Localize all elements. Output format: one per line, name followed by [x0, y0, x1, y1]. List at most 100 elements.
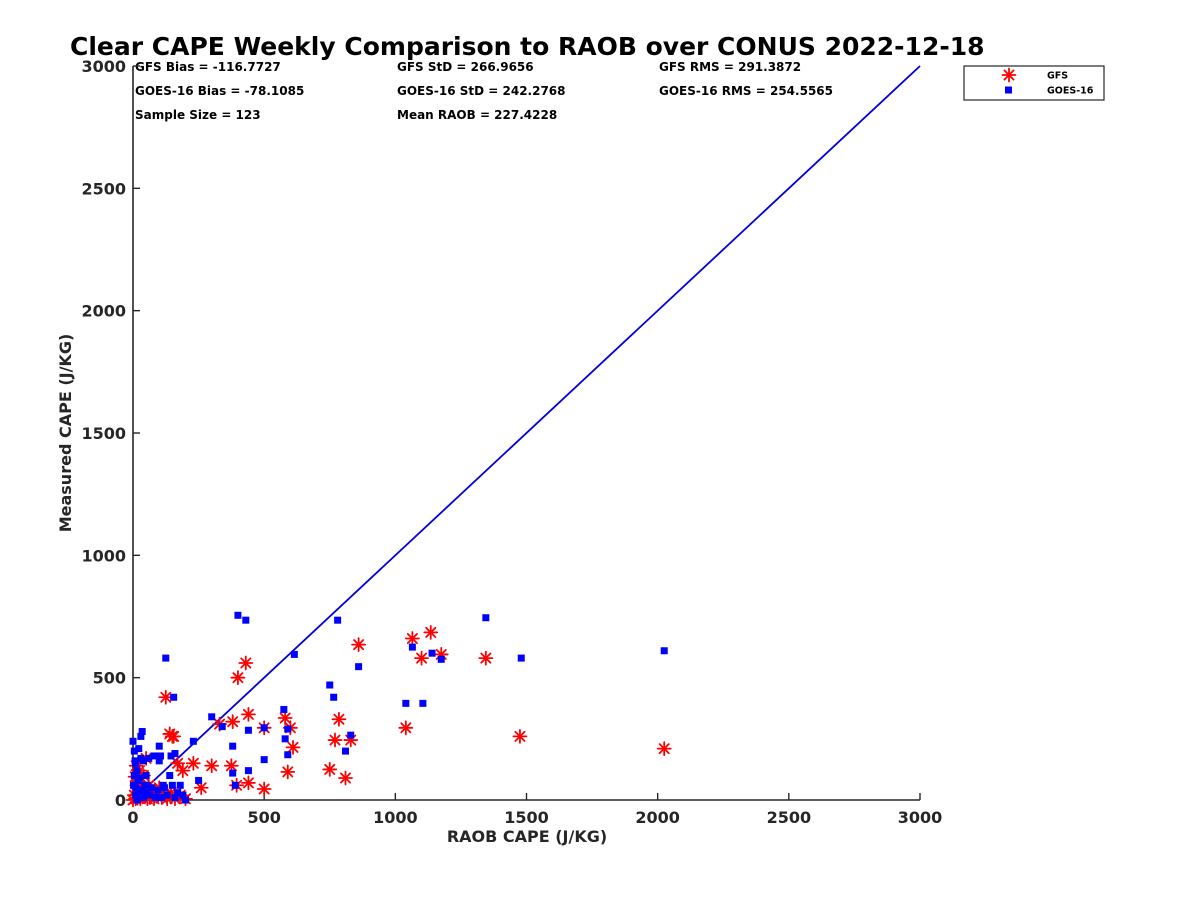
- goes16-point: [341, 747, 349, 755]
- x-tick-label: 1000: [373, 808, 418, 827]
- y-tick-label: 500: [93, 669, 126, 688]
- goes16-point: [284, 751, 292, 759]
- y-tick-label: 3000: [81, 57, 126, 76]
- goes16-point: [260, 756, 268, 764]
- gfs-point: [230, 670, 246, 686]
- gfs-point: [327, 732, 343, 748]
- goes16-point: [133, 767, 141, 775]
- stat-text: GOES-16 StD = 242.2768: [397, 84, 566, 98]
- x-tick-label: 0: [127, 808, 138, 827]
- stat-text: Sample Size = 123: [135, 108, 261, 122]
- goes16-point: [136, 774, 144, 782]
- x-tick-label: 500: [247, 808, 280, 827]
- series-goes-16: [129, 611, 668, 804]
- goes16-point: [154, 786, 162, 794]
- goes16-point: [402, 699, 410, 707]
- goes16-point: [155, 742, 163, 750]
- gfs-point: [404, 631, 420, 646]
- legend-box: [963, 65, 1105, 101]
- x-tick-label: 2500: [767, 808, 812, 827]
- goes16-point: [179, 791, 187, 799]
- goes16-point: [146, 791, 154, 799]
- legend-label: GOES-16: [1047, 86, 1094, 97]
- goes16-point: [244, 726, 252, 734]
- gfs-point: [280, 764, 296, 780]
- goes16-point: [234, 611, 242, 619]
- gfs-point: [185, 755, 201, 771]
- goes16-point: [132, 759, 140, 767]
- goes16-point: [334, 616, 342, 624]
- gfs-point: [223, 758, 239, 774]
- stat-text: GOES-16 RMS = 254.5565: [659, 84, 833, 98]
- y-tick-label: 2500: [81, 179, 126, 198]
- goes16-point: [139, 794, 147, 802]
- goes16-point: [660, 647, 668, 655]
- goes16-point: [218, 723, 226, 731]
- goes16-point: [244, 767, 252, 775]
- gfs-point: [414, 650, 429, 666]
- gfs-point: [351, 637, 367, 653]
- gfs-point: [238, 655, 254, 671]
- gfs-point: [656, 741, 672, 757]
- goes16-point: [130, 772, 138, 780]
- goes16-point: [229, 742, 237, 750]
- gfs-point: [175, 763, 191, 779]
- goes16-point: [133, 796, 141, 804]
- goes16-point: [326, 681, 334, 689]
- goes16-point: [139, 757, 147, 765]
- goes16-point: [170, 693, 178, 701]
- goes16-point: [428, 649, 436, 657]
- goes16-point: [155, 757, 163, 765]
- goes16-point: [135, 745, 143, 753]
- goes16-point: [284, 725, 292, 733]
- goes16-point: [138, 727, 146, 735]
- series-gfs: [125, 625, 672, 808]
- goes16-point: [138, 786, 146, 794]
- legend-label: GFS: [1047, 71, 1068, 82]
- goes16-point: [195, 776, 203, 784]
- gfs-point: [204, 758, 220, 774]
- legend-marker-gfs: [1001, 67, 1017, 83]
- x-axis-label: RAOB CAPE (J/KG): [447, 827, 607, 846]
- gfs-point: [423, 625, 439, 640]
- gfs-point: [338, 770, 353, 786]
- goes16-point: [229, 769, 237, 777]
- goes16-point: [330, 693, 338, 701]
- stats-annotations: GFS Bias = -116.7727 GFS StD = 266.9656 GF…: [135, 60, 833, 122]
- legend-marker-goes16: [1005, 86, 1012, 94]
- goes16-point: [147, 784, 155, 792]
- goes16-point: [168, 781, 176, 789]
- gfs-point: [512, 728, 528, 744]
- y-tick-label: 0: [115, 791, 126, 810]
- chart-title: Clear CAPE Weekly Comparison to RAOB ove…: [70, 32, 985, 61]
- goes16-point: [280, 705, 288, 713]
- y-tick-label: 2000: [81, 302, 126, 321]
- gfs-point: [241, 775, 256, 791]
- goes16-point: [242, 616, 250, 624]
- goes16-point: [408, 643, 416, 651]
- stat-text: GFS Bias = -116.7727: [135, 60, 281, 74]
- goes16-point: [167, 752, 175, 760]
- goes16-point: [142, 789, 150, 797]
- goes16-point: [158, 794, 166, 802]
- goes16-point: [419, 699, 427, 707]
- gfs-point: [158, 689, 174, 705]
- stat-text: Mean RAOB = 227.4228: [397, 108, 557, 122]
- stat-text: GFS RMS = 291.3872: [659, 60, 801, 74]
- goes16-point: [145, 754, 153, 762]
- gfs-point: [322, 762, 338, 777]
- goes16-point: [482, 614, 490, 622]
- goes16-point: [174, 789, 182, 797]
- gfs-point: [277, 710, 293, 726]
- data-series: [125, 611, 672, 808]
- gfs-point: [256, 781, 272, 797]
- one-to-one-reference-line: [132, 65, 921, 801]
- goes16-point: [150, 752, 158, 760]
- goes16-point: [129, 737, 137, 745]
- goes16-point: [157, 752, 165, 760]
- goes16-point: [181, 796, 189, 804]
- gfs-point: [170, 755, 185, 771]
- gfs-point: [241, 706, 256, 722]
- goes16-point: [347, 731, 355, 739]
- goes16-point: [208, 713, 216, 721]
